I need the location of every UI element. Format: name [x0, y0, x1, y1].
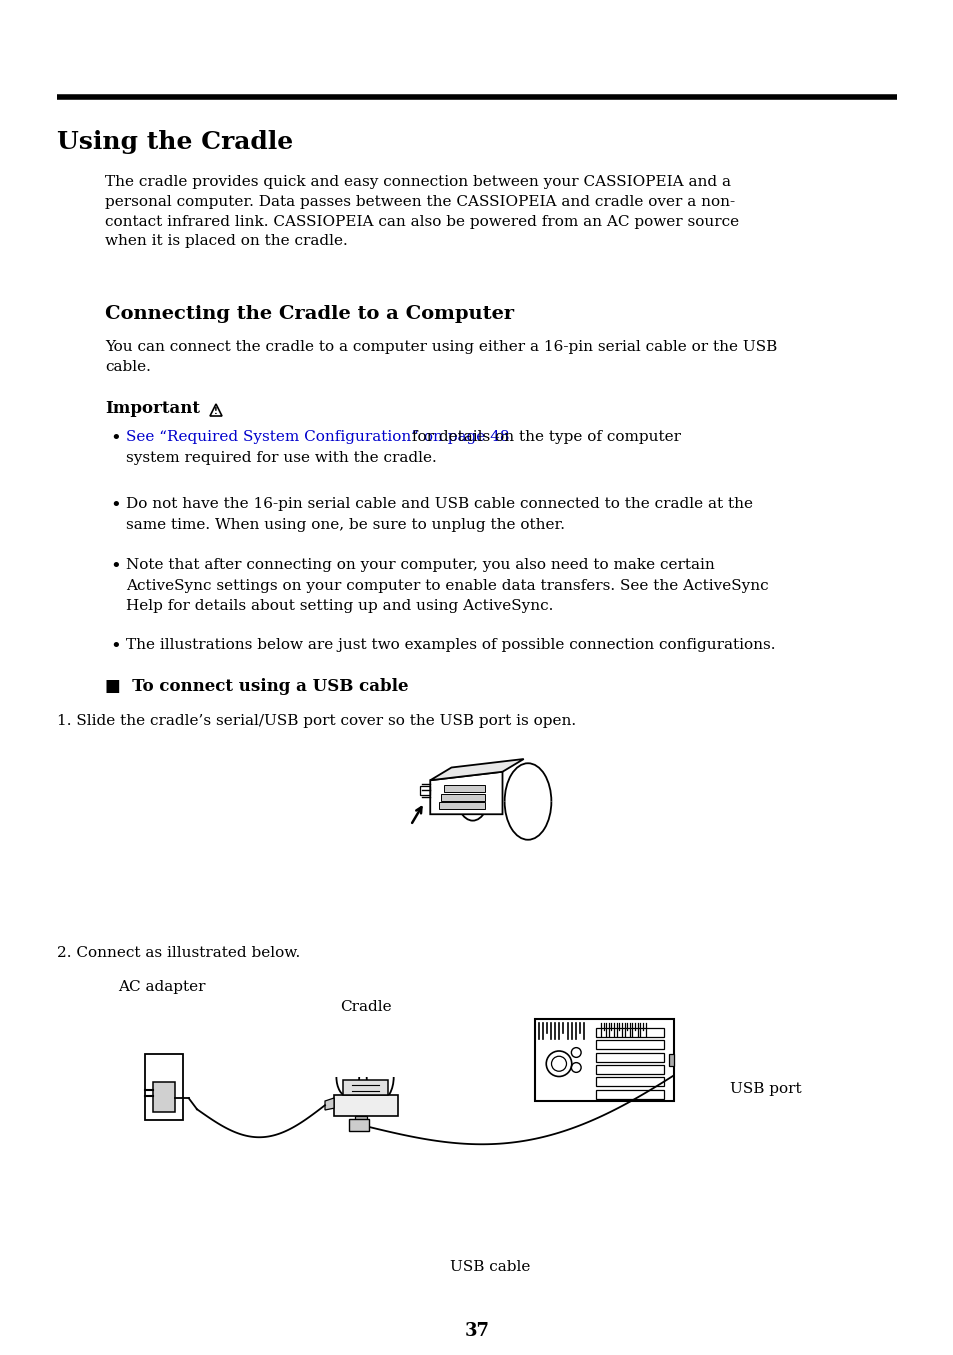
Text: •: •	[110, 638, 121, 656]
Polygon shape	[343, 1080, 388, 1095]
Text: Cradle: Cradle	[339, 1000, 392, 1014]
Text: 37: 37	[464, 1322, 489, 1340]
Text: Using the Cradle: Using the Cradle	[57, 130, 293, 154]
Polygon shape	[438, 802, 485, 809]
Text: You can connect the cradle to a computer using either a 16-pin serial cable or t: You can connect the cradle to a computer…	[105, 340, 777, 354]
Text: when it is placed on the cradle.: when it is placed on the cradle.	[105, 234, 348, 248]
Text: !: !	[213, 406, 217, 416]
Text: The cradle provides quick and easy connection between your CASSIOPEIA and a: The cradle provides quick and easy conne…	[105, 175, 730, 188]
Text: Connecting the Cradle to a Computer: Connecting the Cradle to a Computer	[105, 305, 514, 322]
Polygon shape	[535, 1019, 673, 1102]
Text: contact infrared link. CASSIOPEIA can also be powered from an AC power source: contact infrared link. CASSIOPEIA can al…	[105, 214, 739, 229]
Polygon shape	[441, 794, 485, 801]
Text: personal computer. Data passes between the CASSIOPEIA and cradle over a non-: personal computer. Data passes between t…	[105, 195, 735, 209]
Polygon shape	[325, 1098, 334, 1110]
Text: same time. When using one, be sure to unplug the other.: same time. When using one, be sure to un…	[126, 518, 564, 531]
Text: 1. Slide the cradle’s serial/USB port cover so the USB port is open.: 1. Slide the cradle’s serial/USB port co…	[57, 714, 576, 728]
Text: ■  To connect using a USB cable: ■ To connect using a USB cable	[105, 678, 408, 695]
Polygon shape	[349, 1119, 369, 1131]
Text: Do not have the 16-pin serial cable and USB cable connected to the cradle at the: Do not have the 16-pin serial cable and …	[126, 497, 752, 511]
Text: USB port: USB port	[729, 1083, 801, 1096]
Polygon shape	[355, 1117, 367, 1125]
Text: Help for details about setting up and using ActiveSync.: Help for details about setting up and us…	[126, 599, 553, 614]
Polygon shape	[152, 1081, 174, 1112]
Text: •: •	[110, 497, 121, 515]
Text: •: •	[110, 558, 121, 576]
Text: AC adapter: AC adapter	[118, 980, 205, 995]
Polygon shape	[443, 786, 485, 793]
Polygon shape	[334, 1095, 397, 1117]
Text: system required for use with the cradle.: system required for use with the cradle.	[126, 451, 436, 465]
Text: The illustrations below are just two examples of possible connection configurati: The illustrations below are just two exa…	[126, 638, 775, 652]
Text: Note that after connecting on your computer, you also need to make certain: Note that after connecting on your compu…	[126, 558, 714, 572]
Text: Important: Important	[105, 400, 200, 417]
Polygon shape	[430, 772, 502, 814]
Polygon shape	[430, 759, 523, 780]
Polygon shape	[669, 1054, 673, 1066]
Text: USB cable: USB cable	[450, 1260, 530, 1274]
Text: ActiveSync settings on your computer to enable data transfers. See the ActiveSyn: ActiveSync settings on your computer to …	[126, 579, 768, 592]
Text: •: •	[110, 430, 121, 449]
Text: cable.: cable.	[105, 360, 151, 374]
Text: 2. Connect as illustrated below.: 2. Connect as illustrated below.	[57, 946, 300, 959]
Polygon shape	[145, 1054, 183, 1121]
Text: See “Required System Configuration” on page 48: See “Required System Configuration” on p…	[126, 430, 509, 444]
Text: for details on the type of computer: for details on the type of computer	[406, 430, 679, 444]
